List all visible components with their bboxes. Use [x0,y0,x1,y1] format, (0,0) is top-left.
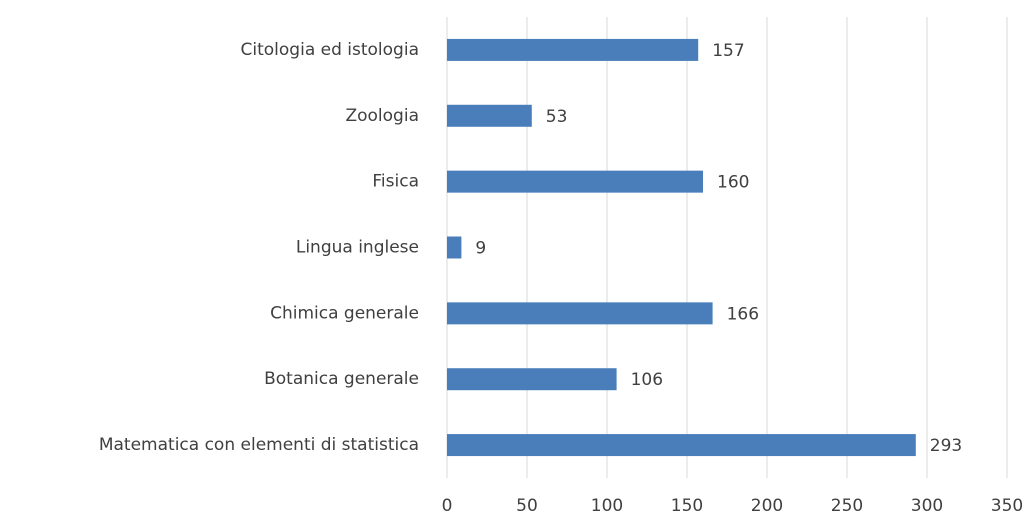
x-tick-label: 350 [991,496,1023,516]
bar [447,104,532,127]
y-tick-label: Fisica [372,172,419,192]
data-label: 293 [930,436,962,456]
y-tick-label: Matematica con elementi di statistica [99,435,419,455]
y-tick-label: Chimica generale [270,303,419,323]
data-label: 157 [712,41,744,61]
bar [447,368,617,391]
x-tick-label: 250 [831,496,863,516]
bar [447,170,703,193]
x-tick-label: 0 [442,496,453,516]
bar [447,236,462,259]
x-tick-label: 100 [591,496,623,516]
y-tick-label: Citologia ed istologia [241,40,419,60]
x-tick-label: 300 [911,496,943,516]
data-label: 9 [475,239,486,259]
y-tick-label: Lingua inglese [296,238,419,258]
x-tick-label: 50 [516,496,538,516]
x-tick-label: 200 [751,496,783,516]
data-label: 106 [631,370,663,390]
y-tick-label: Zoologia [345,106,419,126]
x-tick-label: 150 [671,496,703,516]
bar [447,302,713,325]
data-label: 166 [727,304,759,324]
bar [447,434,916,457]
data-label: 160 [717,173,749,193]
data-label: 53 [546,107,568,127]
bar [447,38,699,61]
y-tick-label: Botanica generale [264,369,419,389]
